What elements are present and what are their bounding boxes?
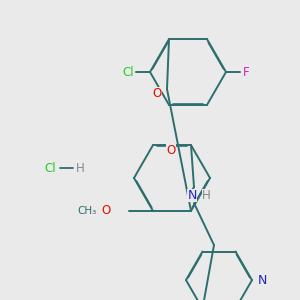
Text: H: H [202,189,210,202]
Text: Cl: Cl [122,65,134,79]
Text: O: O [152,87,162,100]
Text: N: N [257,274,267,286]
Text: O: O [167,143,176,157]
Text: N: N [187,189,197,202]
Text: F: F [243,65,249,79]
Text: Cl: Cl [44,161,56,175]
Text: H: H [76,161,84,175]
Text: CH₃: CH₃ [78,206,97,216]
Text: O: O [102,204,111,218]
